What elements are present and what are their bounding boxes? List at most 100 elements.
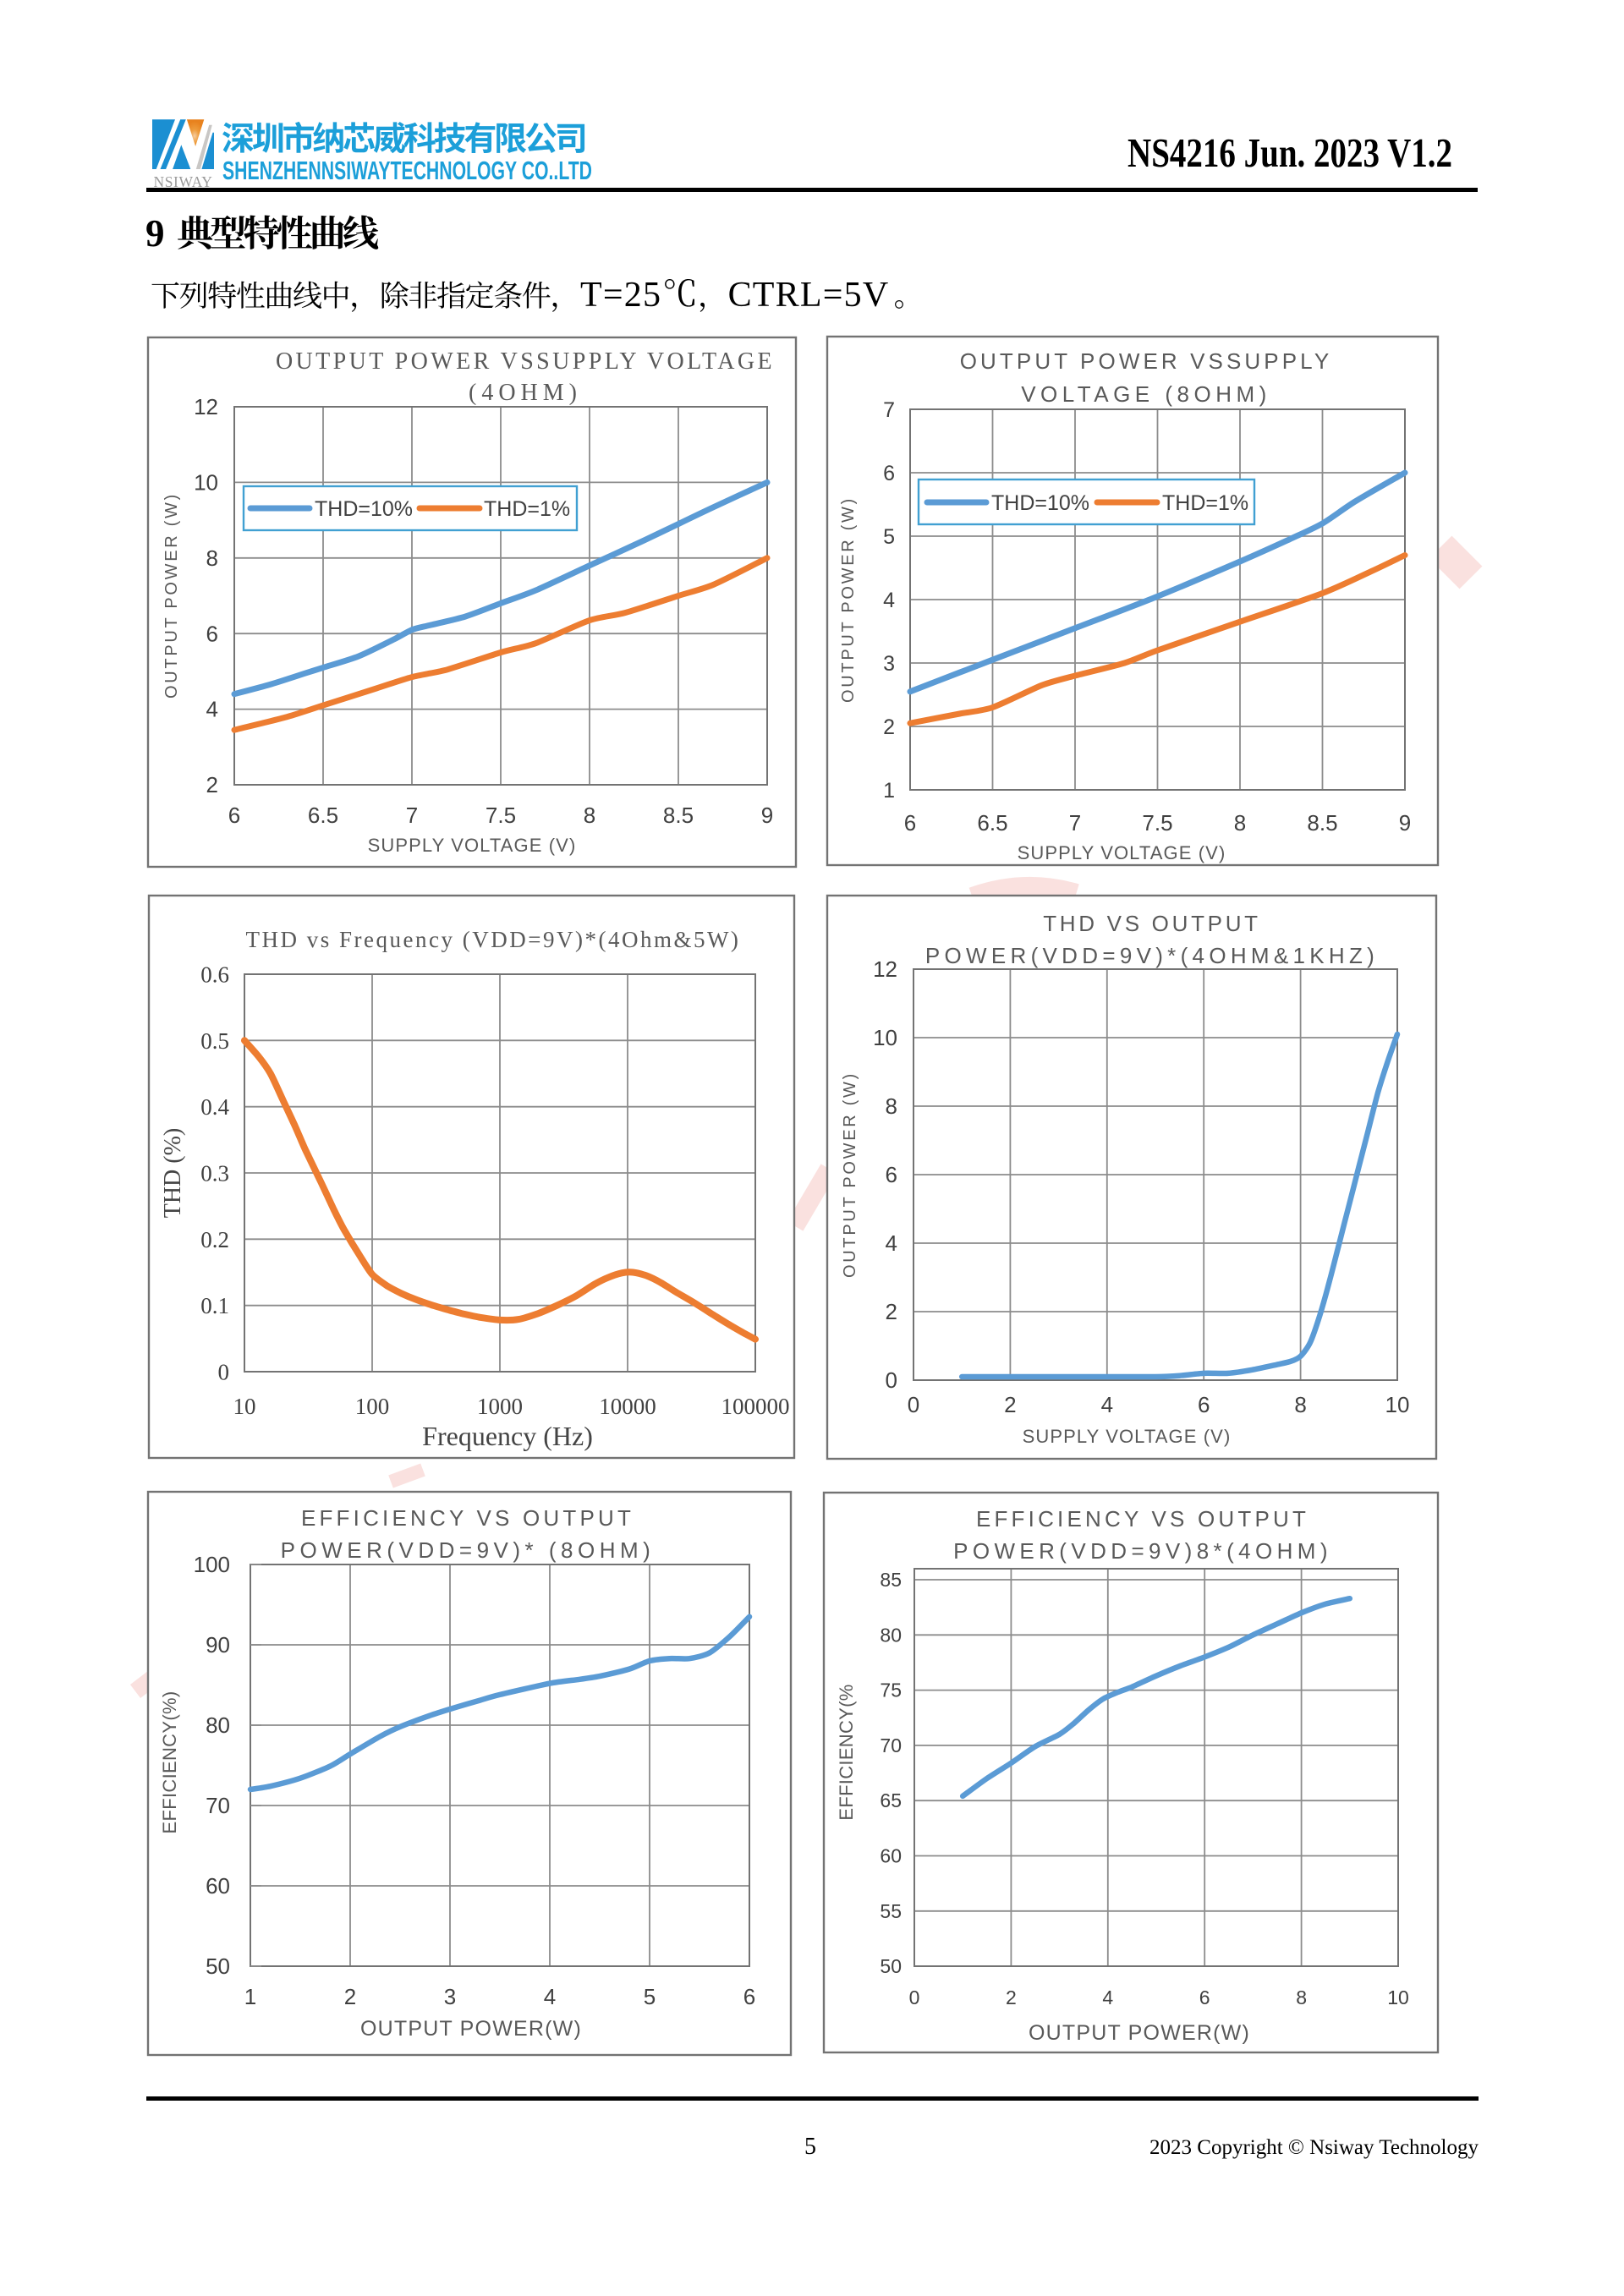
svg-text:0.3: 0.3 [200,1160,229,1186]
svg-text:4: 4 [886,1230,897,1256]
svg-text:0.4: 0.4 [200,1094,229,1120]
svg-text:OUTPUT POWER (W): OUTPUT POWER (W) [162,492,181,699]
svg-text:6: 6 [743,1984,755,2009]
svg-text:2: 2 [206,772,218,797]
svg-text:6: 6 [883,462,895,485]
svg-text:VOLTAGE (8OHM): VOLTAGE (8OHM) [1021,381,1271,407]
svg-text:NSIWAY: NSIWAY [153,173,212,190]
svg-text:2: 2 [1004,1392,1016,1417]
svg-text:10: 10 [1387,1986,1409,2008]
svg-text:2: 2 [883,715,895,739]
svg-text:EFFICIENCY VS OUTPUT: EFFICIENCY VS OUTPUT [976,1506,1309,1532]
svg-text:55: 55 [880,1900,902,1922]
svg-text:2: 2 [344,1984,356,2009]
svg-text:80: 80 [880,1624,902,1646]
svg-text:6: 6 [1199,1986,1210,2008]
svg-text:1: 1 [244,1984,256,2009]
svg-text:6: 6 [206,621,218,646]
svg-text:OUTPUT POWER VSSUPPLY: OUTPUT POWER VSSUPPLY [960,348,1333,374]
svg-text:70: 70 [206,1793,230,1818]
svg-text:2023 Copyright © Nsiway Techno: 2023 Copyright © Nsiway Technology [1149,2136,1479,2159]
svg-text:THD=10%: THD=10% [991,491,1089,515]
svg-text:60: 60 [880,1845,902,1867]
svg-text:7.5: 7.5 [1142,810,1172,836]
svg-text:85: 85 [880,1569,902,1591]
svg-text:SHENZHENNSIWAYTECHNOLOGY CO..L: SHENZHENNSIWAYTECHNOLOGY CO..LTD [222,156,592,185]
svg-text:T=25: T=25 [580,276,661,315]
svg-text:0: 0 [908,1392,919,1417]
svg-text:THD VS OUTPUT: THD VS OUTPUT [1043,911,1261,936]
svg-text:THD=1%: THD=1% [484,497,570,521]
svg-text:8: 8 [206,545,218,571]
svg-text:0: 0 [886,1367,897,1393]
svg-text:50: 50 [206,1954,230,1979]
svg-text:6: 6 [228,803,240,828]
svg-text:7: 7 [883,398,895,422]
svg-text:6: 6 [886,1162,897,1187]
svg-text:10: 10 [1385,1392,1410,1417]
svg-text:3: 3 [883,652,895,676]
svg-text:4: 4 [883,589,895,612]
svg-text:1: 1 [883,779,895,803]
svg-text:0.6: 0.6 [200,962,229,988]
svg-text:NS4216 Jun. 2023 V1.2: NS4216 Jun. 2023 V1.2 [1127,131,1452,176]
svg-text:EFFICIENCY(%): EFFICIENCY(%) [159,1691,180,1834]
svg-text:100000: 100000 [721,1394,790,1419]
svg-text:(4OHM): (4OHM) [469,380,582,406]
svg-text:4: 4 [1101,1392,1113,1417]
svg-text:SUPPLY VOLTAGE (V): SUPPLY VOLTAGE (V) [368,835,577,856]
svg-text:10: 10 [194,470,218,496]
svg-text:Frequency (Hz): Frequency (Hz) [422,1421,593,1451]
svg-text:8: 8 [1296,1986,1307,2008]
svg-text:8: 8 [1234,810,1246,836]
svg-text:7: 7 [1069,810,1081,836]
svg-text:4: 4 [206,697,218,722]
svg-text:EFFICIENCY VS OUTPUT: EFFICIENCY VS OUTPUT [301,1505,634,1531]
svg-text:8: 8 [584,803,595,828]
svg-text:5: 5 [644,1984,656,2009]
svg-text:9: 9 [1399,810,1411,836]
svg-text:8.5: 8.5 [663,803,694,828]
svg-text:2: 2 [1006,1986,1017,2008]
svg-text:50: 50 [880,1955,902,1977]
svg-text:10: 10 [873,1025,897,1050]
svg-text:EFFICIENCY(%: EFFICIENCY(% [836,1684,857,1820]
svg-text:1000: 1000 [477,1394,523,1419]
svg-text:65: 65 [880,1789,902,1811]
svg-text:OUTPUT POWER(W): OUTPUT POWER(W) [360,2017,582,2041]
svg-text:60: 60 [206,1873,230,1899]
svg-text:12: 12 [194,394,218,419]
svg-text:4: 4 [544,1984,556,2009]
svg-text:THD (%): THD (%) [160,1128,186,1219]
svg-text:12: 12 [873,956,897,982]
svg-text:6: 6 [1198,1392,1210,1417]
svg-text:OUTPUT POWER (W): OUTPUT POWER (W) [841,1071,859,1278]
svg-text:90: 90 [206,1632,230,1658]
svg-text:0.5: 0.5 [200,1028,229,1054]
svg-text:9: 9 [761,803,773,828]
svg-text:8: 8 [886,1093,897,1119]
svg-text:2: 2 [886,1299,897,1324]
svg-text:OUTPUT POWER (W): OUTPUT POWER (W) [839,496,858,703]
svg-text:5: 5 [804,2134,816,2160]
svg-text:70: 70 [880,1734,902,1756]
svg-text:100: 100 [194,1552,230,1577]
svg-text:POWER(VDD=9V)* (8OHM): POWER(VDD=9V)* (8OHM) [281,1537,656,1563]
svg-text:10000: 10000 [599,1394,656,1419]
svg-text:7: 7 [406,803,418,828]
svg-text:10: 10 [233,1394,256,1419]
svg-text:7.5: 7.5 [486,803,516,828]
svg-text:OUTPUT POWER(W): OUTPUT POWER(W) [1029,2021,1250,2045]
svg-text:THD vs Frequency (VDD=9V)*(4Oh: THD vs Frequency (VDD=9V)*(4Ohm&5W) [246,927,741,952]
svg-text:POWER(VDD=9V)*(4OHM&1KHZ): POWER(VDD=9V)*(4OHM&1KHZ) [925,943,1379,968]
svg-text:POWER(VDD=9V)8*(4OHM): POWER(VDD=9V)8*(4OHM) [953,1538,1332,1564]
svg-text:CTRL=5V: CTRL=5V [728,276,890,315]
svg-text:OUTPUT POWER VSSUPPLY VOLTAGE: OUTPUT POWER VSSUPPLY VOLTAGE [276,348,775,375]
svg-text:0: 0 [909,1986,920,2008]
svg-text:75: 75 [880,1680,902,1701]
svg-text:80: 80 [206,1712,230,1738]
svg-text:6.5: 6.5 [977,810,1007,836]
svg-text:SUPPLY VOLTAGE (V): SUPPLY VOLTAGE (V) [1023,1426,1232,1447]
svg-text:0.1: 0.1 [200,1293,229,1318]
svg-text:THD=10%: THD=10% [315,497,413,521]
